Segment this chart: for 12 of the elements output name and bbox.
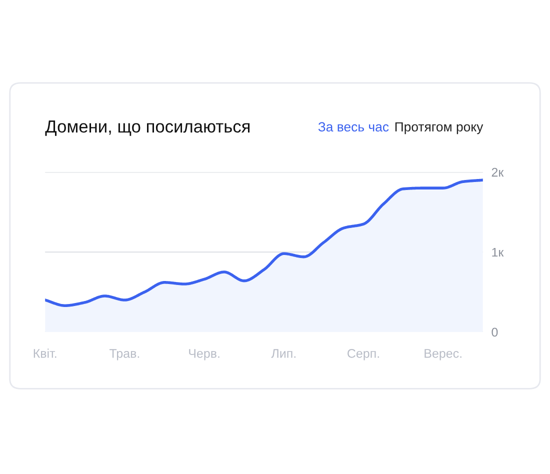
y-tick-label: 1к [492,248,504,257]
text: За весь час [318,122,389,132]
x-tick-label: Трав. [110,349,140,360]
x-tick-label: Серп. [348,348,379,360]
text: Протягом року [395,122,484,134]
x-tick-label: Верес. [424,349,462,360]
y-tick-label: 0 [492,328,498,337]
x-tick-label: Квіт. [34,348,56,358]
chart-title: Домени, що посилаються [45,120,250,136]
y-tick-label: 2к [492,168,504,177]
x-tick-label: Черв. [189,349,220,360]
x-tick-label: Лип. [271,349,296,358]
